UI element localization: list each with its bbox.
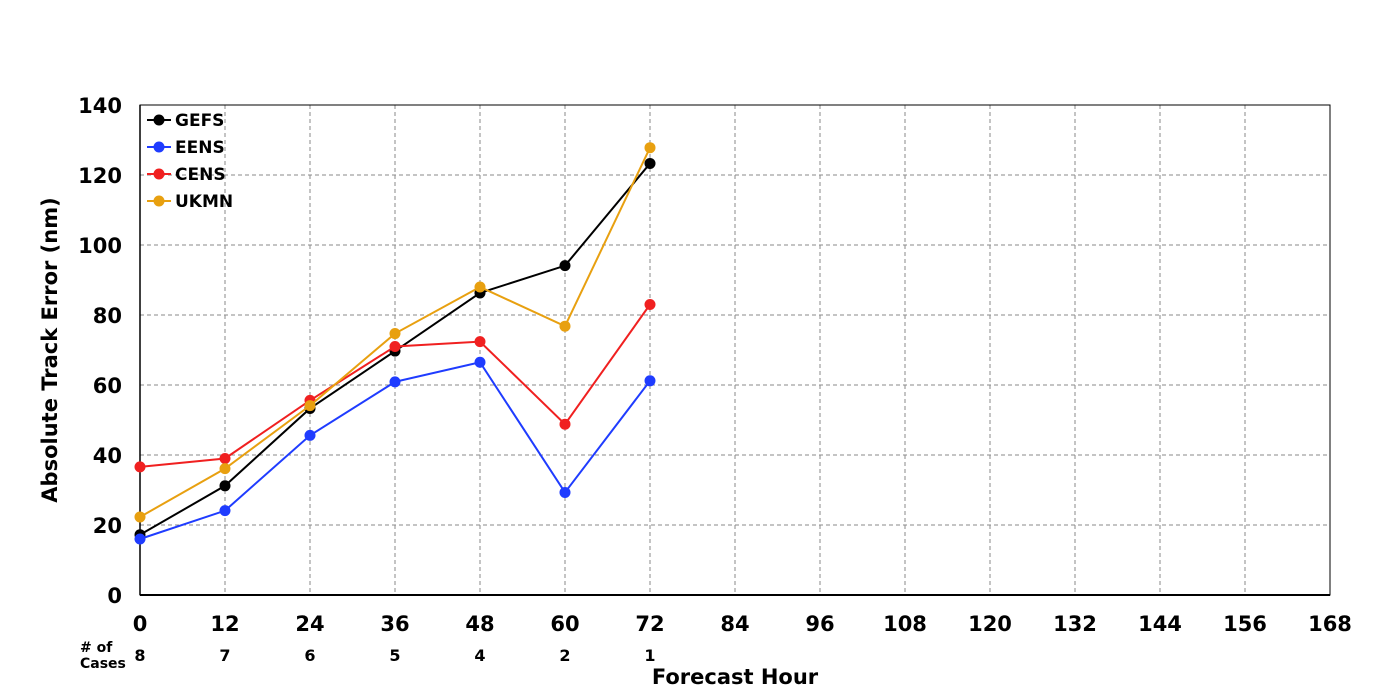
x-axis-title: Forecast Hour (652, 665, 819, 689)
data-point-ukmn-12 (219, 463, 231, 475)
data-point-eens-72 (644, 375, 656, 387)
data-point-eens-0 (134, 533, 146, 545)
cases-value-60: 2 (559, 646, 570, 665)
data-point-cens-60 (559, 418, 571, 430)
y-axis-title: Absolute Track Error (nm) (38, 197, 62, 502)
cases-label-line2: Cases (80, 656, 126, 672)
y-tick-label-80: 80 (93, 304, 122, 328)
data-point-ukmn-24 (304, 400, 316, 412)
y-tick-labels: 0 20 40 60 80 100 120 140 (78, 94, 122, 608)
y-tick-label-20: 20 (93, 514, 122, 538)
data-point-cens-0 (134, 461, 146, 473)
cases-row: # of Cases 8 7 6 5 4 2 1 (80, 640, 656, 672)
x-tick-label-96: 96 (805, 612, 834, 636)
cases-value-72: 1 (644, 646, 655, 665)
data-point-eens-48 (474, 356, 486, 368)
series-eens (134, 356, 656, 545)
x-tick-label-60: 60 (550, 612, 579, 636)
data-point-cens-36 (389, 341, 401, 352)
x-tick-label-24: 24 (295, 612, 324, 636)
data-point-ukmn-60 (559, 320, 571, 332)
x-tick-label-12: 12 (210, 612, 239, 636)
data-point-cens-48 (474, 336, 486, 348)
legend-item-cens: CENS (147, 165, 226, 185)
legend-marker-gefs (153, 114, 165, 126)
cases-value-12: 7 (219, 646, 230, 665)
legend-marker-cens (153, 168, 165, 180)
x-tick-label-36: 36 (380, 612, 409, 636)
legend-label-eens: EENS (175, 138, 225, 158)
data-point-gefs-72 (644, 157, 656, 169)
y-tick-label-60: 60 (93, 374, 122, 398)
x-tick-labels: 0 12 24 36 48 60 72 84 96 108 120 132 144 156 168 (133, 612, 1352, 636)
data-point-eens-12 (219, 505, 231, 517)
x-tick-label-108: 108 (883, 612, 927, 636)
data-point-ukmn-36 (389, 328, 401, 340)
legend-item-eens: EENS (147, 138, 225, 158)
x-tick-label-132: 132 (1053, 612, 1097, 636)
data-point-ukmn-48 (474, 281, 486, 293)
x-tick-label-120: 120 (968, 612, 1012, 636)
y-tick-label-120: 120 (78, 164, 122, 188)
x-tick-label-84: 84 (720, 612, 749, 636)
series-ukmn (134, 142, 656, 523)
data-point-cens-12 (219, 453, 231, 464)
legend-item-gefs: GEFS (147, 111, 224, 131)
cases-label-line1: # of (80, 640, 113, 656)
legend-marker-ukmn (153, 195, 165, 207)
x-tick-label-168: 168 (1308, 612, 1352, 636)
x-tick-label-0: 0 (133, 612, 148, 636)
legend: GEFS EENS CENS UKMN (147, 111, 233, 212)
legend-label-cens: CENS (175, 165, 226, 185)
data-point-eens-60 (559, 486, 571, 498)
data-point-eens-36 (389, 376, 401, 388)
cases-value-48: 4 (474, 646, 485, 665)
x-tick-label-156: 156 (1223, 612, 1267, 636)
y-tick-label-0: 0 (107, 584, 122, 608)
data-series (134, 142, 656, 545)
legend-label-ukmn: UKMN (175, 192, 233, 212)
cases-value-36: 5 (389, 646, 400, 665)
cases-value-0: 8 (134, 646, 145, 665)
data-point-gefs-12 (219, 480, 231, 492)
y-tick-label-40: 40 (93, 444, 122, 468)
data-point-eens-24 (304, 429, 316, 441)
data-point-ukmn-0 (134, 511, 146, 523)
grid-lines (140, 105, 1330, 595)
legend-item-ukmn: UKMN (147, 192, 233, 212)
legend-label-gefs: GEFS (175, 111, 224, 131)
x-tick-label-144: 144 (1138, 612, 1182, 636)
x-tick-label-72: 72 (635, 612, 664, 636)
y-tick-label-100: 100 (78, 234, 122, 258)
data-point-ukmn-72 (644, 142, 656, 154)
y-tick-label-140: 140 (78, 94, 122, 118)
cases-value-24: 6 (304, 646, 315, 665)
x-tick-label-48: 48 (465, 612, 494, 636)
data-point-cens-72 (644, 299, 656, 310)
legend-marker-eens (153, 141, 165, 153)
data-point-gefs-60 (559, 260, 571, 272)
